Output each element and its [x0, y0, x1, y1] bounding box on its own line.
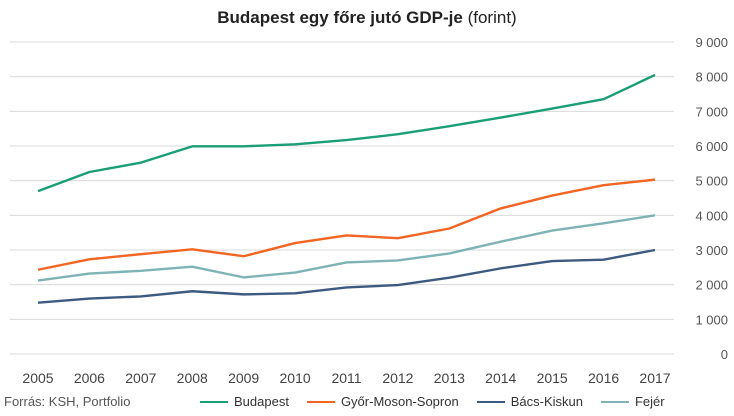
x-tick-label: 2010	[280, 370, 311, 386]
legend-swatch	[600, 400, 629, 403]
series-line-budapest	[37, 73, 656, 193]
legend-item: Bács-Kiskun	[476, 394, 583, 409]
chart-title: Budapest egy főre jutó GDP-je (forint)	[0, 8, 734, 28]
x-tick-label: 2016	[588, 370, 619, 386]
x-tick-label: 2005	[22, 370, 53, 386]
y-tick-label: 2 000	[695, 278, 728, 293]
x-tick-label: 2017	[639, 370, 670, 386]
chart-title-main: Budapest egy főre jutó GDP-je	[217, 8, 463, 27]
series-line-bács-kiskun	[37, 248, 656, 304]
x-tick-label: 2008	[177, 370, 208, 386]
y-tick-label: 8 000	[695, 70, 728, 85]
gridlines	[10, 41, 674, 355]
x-tick-label: 2011	[331, 370, 361, 386]
x-tick-label: 2007	[125, 370, 156, 386]
legend-swatch	[200, 400, 228, 403]
x-tick-label: 2013	[434, 370, 465, 386]
y-tick-label: 1 000	[695, 312, 728, 327]
legend-item: Fejér	[600, 394, 665, 409]
legend-label: Budapest	[234, 394, 289, 409]
series-line-fejér	[37, 214, 656, 282]
y-tick-label: 7 000	[695, 104, 728, 119]
x-tick-label: 2014	[485, 370, 516, 386]
legend-item: Győr-Moson-Sopron	[306, 394, 459, 409]
y-tick-label: 5 000	[695, 174, 728, 189]
legend-label: Bács-Kiskun	[510, 394, 583, 409]
legend-item: Budapest	[200, 394, 289, 409]
y-axis-labels: 0 1 000 2 000 3 000 4 000 5 000 6 000 7 000 8 00…	[695, 35, 728, 362]
y-tick-label: 0	[721, 347, 728, 362]
chart-title-unit: (forint)	[467, 8, 517, 27]
series-lines	[37, 73, 656, 304]
y-tick-label: 6 000	[695, 139, 728, 154]
x-tick-label: 2015	[537, 370, 568, 386]
y-tick-label: 3 000	[695, 243, 728, 258]
x-axis-labels: 2005 2006 2007 2008 2009 2010 2011 2012 2013 2014…	[22, 370, 670, 386]
y-tick-label: 9 000	[695, 35, 728, 50]
x-tick-label: 2006	[74, 370, 105, 386]
legend-label: Győr-Moson-Sopron	[340, 394, 459, 409]
x-tick-label: 2012	[382, 370, 413, 386]
legend: Budapest Győr-Moson-Sopron Bács-Kiskun Fejé…	[200, 394, 665, 409]
series-line-győr-moson-sopron	[37, 178, 656, 271]
legend-swatch	[306, 400, 335, 403]
x-tick-label: 2009	[228, 370, 259, 386]
legend-label: Fejér	[634, 394, 665, 409]
y-tick-label: 4 000	[695, 208, 728, 223]
legend-swatch	[476, 400, 505, 403]
source-note: Forrás: KSH, Portfolio	[4, 394, 131, 409]
